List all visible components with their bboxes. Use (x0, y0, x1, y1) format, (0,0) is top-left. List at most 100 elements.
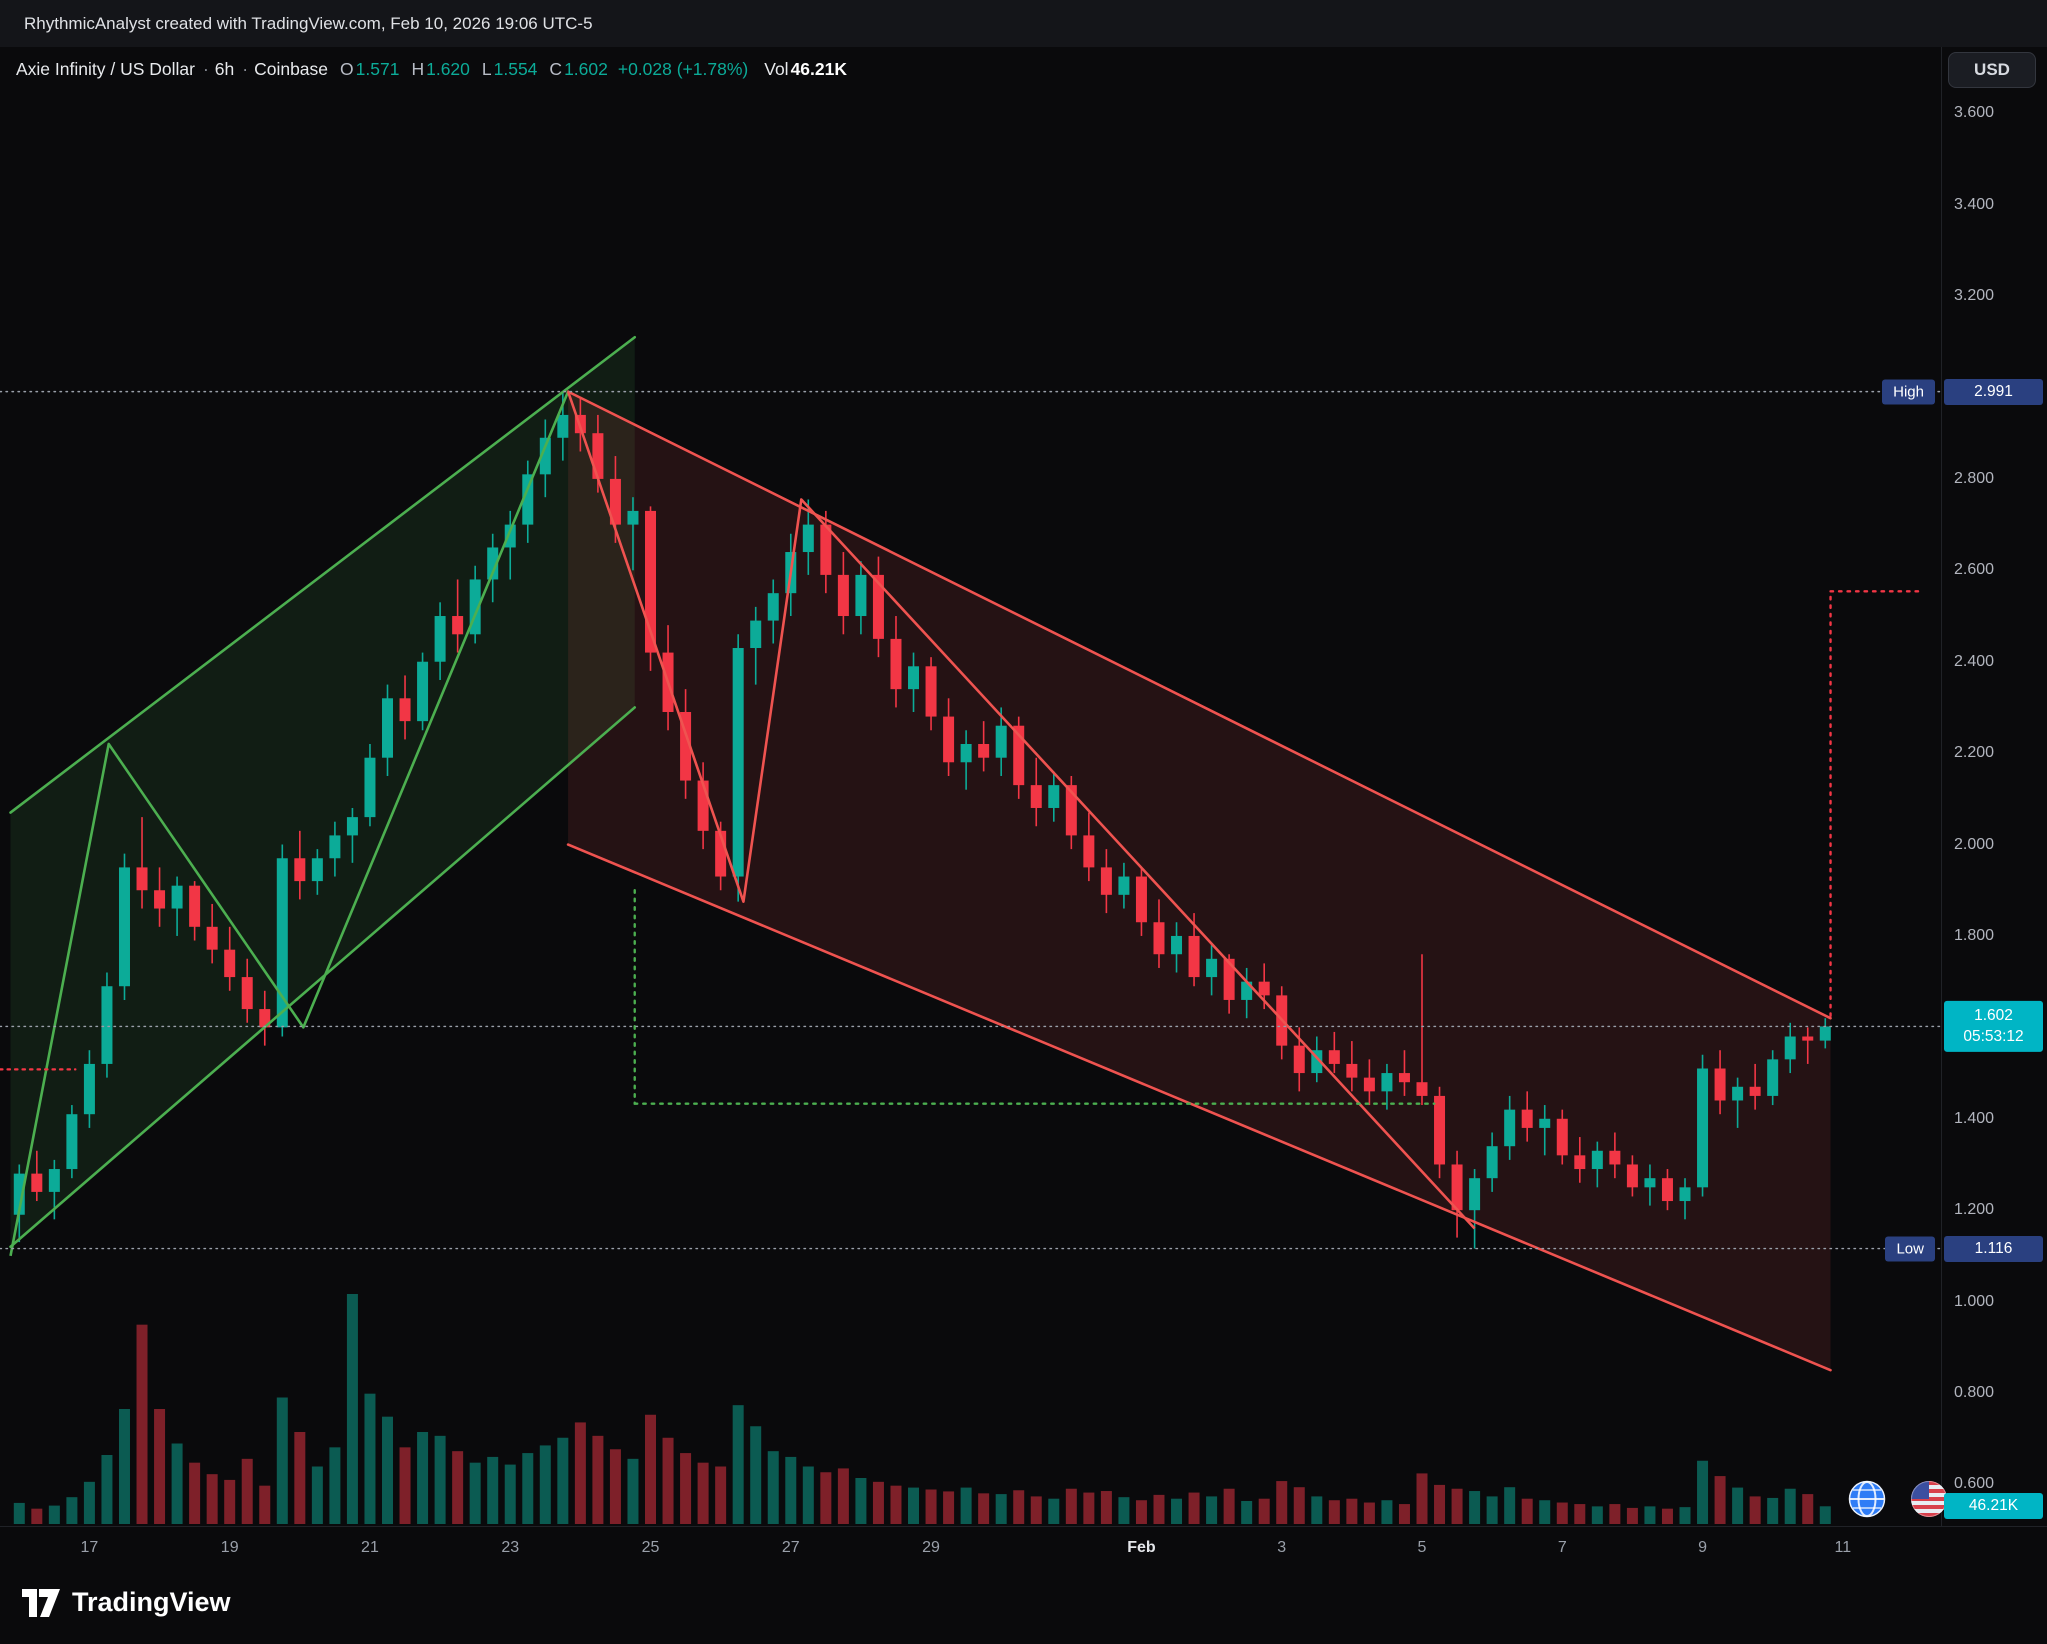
candle-body (1451, 1164, 1463, 1211)
date-tick-label: 25 (641, 1539, 660, 1556)
volume-bar (1574, 1504, 1586, 1524)
volume-bar (1521, 1498, 1533, 1524)
date-tick-label: 9 (1698, 1539, 1707, 1556)
currency-button[interactable]: USD (1948, 52, 2036, 88)
price-tick-label: 3.600 (1954, 104, 1995, 122)
date-tick-label: 21 (361, 1539, 379, 1556)
volume-bar (136, 1324, 148, 1524)
time-axis[interactable]: 17 19 21 23 25 27 29 Feb 3 5 7 9 11 (0, 1526, 2047, 1577)
volume-bar (83, 1481, 95, 1524)
volume-bar (1819, 1506, 1831, 1524)
candle-body (1767, 1059, 1779, 1096)
volume-bar (767, 1451, 779, 1524)
volume-bar (1591, 1506, 1603, 1524)
volume-bar (13, 1502, 25, 1524)
volume-bar (1434, 1484, 1446, 1524)
red-channel-upper-line[interactable] (566, 390, 1832, 1020)
date-tick-label: 19 (220, 1539, 239, 1556)
red-channel-lower-line[interactable] (566, 843, 1832, 1372)
candle-body (1188, 935, 1200, 978)
candle-body (381, 698, 393, 758)
candles-layer (13, 391, 1831, 1249)
volume-bar (1153, 1494, 1165, 1524)
symbol-title[interactable]: Axie Infinity / US Dollar (16, 59, 195, 79)
date-tick-label: 11 (1834, 1539, 1852, 1556)
price-tick-label: 3.400 (1954, 195, 1995, 213)
volume-bar (329, 1447, 341, 1524)
candle-body (1293, 1045, 1305, 1074)
volume-bar (66, 1497, 78, 1524)
candle-body (1679, 1187, 1691, 1202)
volume-bar (1749, 1496, 1761, 1524)
date-tick-label: 17 (80, 1539, 99, 1556)
volume-bar (154, 1409, 166, 1524)
candle-body (206, 926, 218, 950)
volume-bar (224, 1479, 236, 1524)
volume-bar (978, 1493, 990, 1524)
candle-body (276, 858, 288, 1028)
candle-body (1784, 1036, 1796, 1060)
candle-body (1083, 835, 1095, 868)
green-channel-lower-line[interactable] (9, 706, 637, 1249)
volume-bar (1293, 1487, 1305, 1524)
volume-bar (1609, 1504, 1621, 1524)
candle-body (1539, 1118, 1551, 1128)
volume-bar (943, 1491, 955, 1524)
price-axis[interactable]: 3.600 3.400 3.200 2.800 2.600 2.400 2.200 2.000… (1941, 47, 2047, 1526)
volume-axis-label: 46.21K (1944, 1493, 2043, 1519)
volume-bar (1171, 1498, 1183, 1524)
volume-bar (1539, 1500, 1551, 1524)
volume-value: 46.21K (790, 59, 847, 79)
volume-bar (1644, 1506, 1656, 1524)
chart-canvas[interactable] (0, 47, 1941, 1526)
red-trend-zigzag[interactable] (566, 391, 1476, 1230)
volume-bar (627, 1458, 639, 1524)
volume-bar (732, 1405, 744, 1524)
price-tick-label: 1.800 (1954, 926, 1995, 944)
candle-countdown: 05:53:12 (1963, 1027, 2024, 1045)
volume-bar (48, 1505, 60, 1524)
volume-bar (1100, 1491, 1112, 1524)
candle-body (609, 478, 621, 525)
candle-body (995, 725, 1007, 758)
candle-body (715, 830, 727, 877)
green-channel-upper-line[interactable] (9, 335, 637, 814)
candle-body (504, 524, 516, 548)
candle-body (294, 858, 306, 882)
volume-bar (469, 1462, 481, 1524)
close-value: 1.602 (564, 59, 608, 79)
candle-body (925, 666, 937, 717)
candle-body (1697, 1068, 1709, 1188)
volume-bar (1398, 1504, 1410, 1524)
candle-body (469, 579, 481, 635)
volume-bar (1486, 1496, 1498, 1524)
volume-bar (1732, 1487, 1744, 1524)
candle-body (417, 661, 429, 722)
volume-bar (206, 1474, 218, 1524)
candle-body (66, 1114, 78, 1170)
green-trend-zigzag[interactable] (9, 391, 570, 1257)
volume-bar (1328, 1500, 1340, 1524)
candle-body (1346, 1063, 1358, 1078)
volume-bar (311, 1466, 323, 1524)
exchange-label[interactable]: Coinbase (254, 59, 329, 79)
date-tick-label: 29 (922, 1539, 940, 1556)
low-value: 1.554 (493, 59, 538, 79)
volume-bar (1206, 1496, 1218, 1524)
volume-bar (802, 1466, 814, 1524)
candle-body (1416, 1082, 1428, 1096)
candle-body (241, 977, 253, 1010)
volume-label: Vol (764, 59, 789, 79)
volume-bar (785, 1456, 797, 1524)
volume-bar (1135, 1500, 1147, 1524)
interval-label[interactable]: 6h (214, 59, 235, 79)
tradingview-logo[interactable]: TradingView (22, 1587, 231, 1618)
volume-bar (1013, 1490, 1025, 1524)
candle-body (908, 666, 920, 690)
last-price-axis-label[interactable]: 1.602 05:53:12 (1944, 1001, 2043, 1052)
volume-bar (1083, 1492, 1095, 1524)
volume-bar (1048, 1498, 1060, 1524)
volume-bar (1311, 1496, 1323, 1524)
low-axis-value: 1.116 (1974, 1239, 2013, 1257)
candle-body (487, 547, 499, 580)
